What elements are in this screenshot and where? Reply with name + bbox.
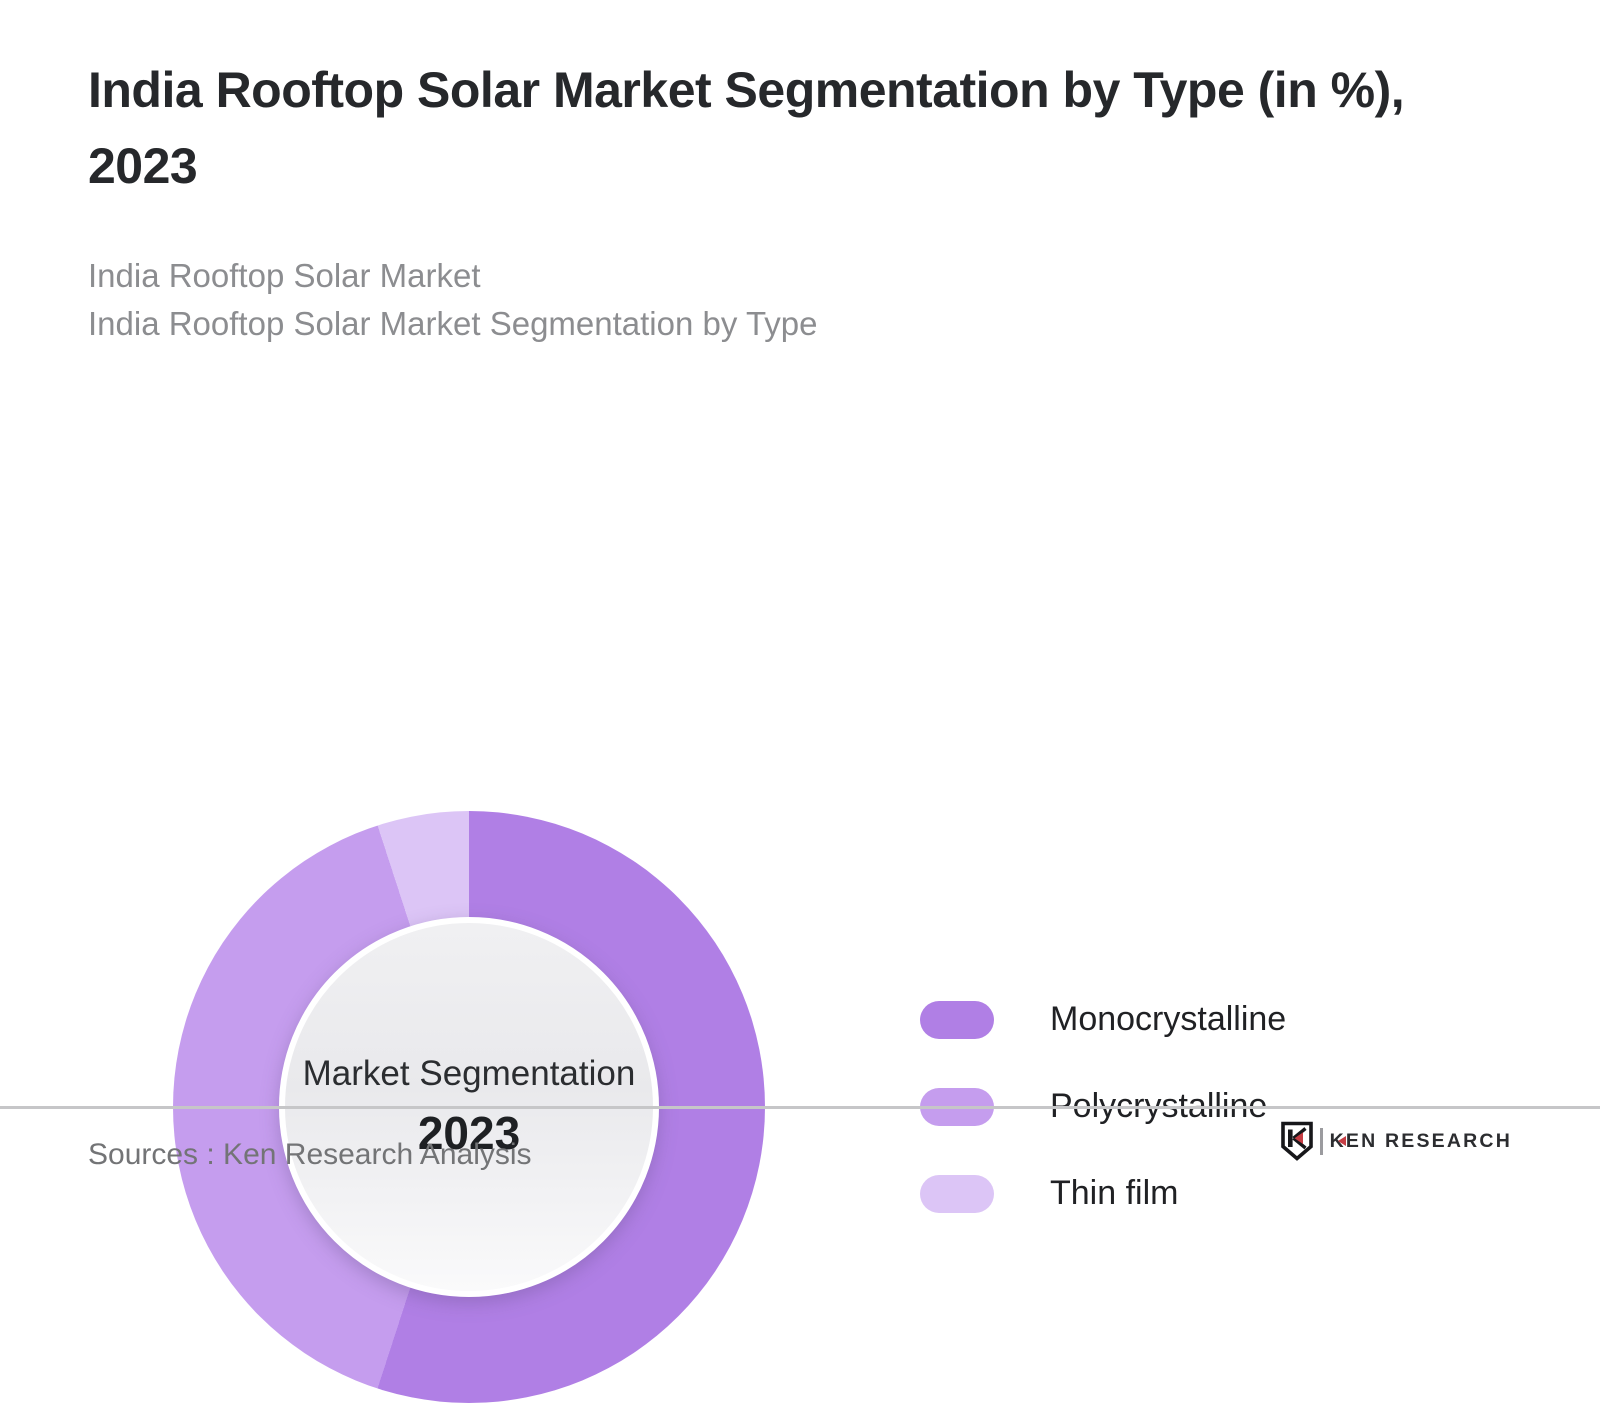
donut-chart: Market Segmentation 2023 Monocrystalline… — [0, 380, 1600, 1403]
sources-text: Sources : Ken Research Analysis — [88, 1138, 532, 1171]
donut-center-year: 2023 — [417, 1107, 521, 1159]
legend-item-monocrystalline[interactable]: Monocrystalline — [920, 1000, 1286, 1039]
ken-research-shield-icon — [1280, 1121, 1313, 1161]
donut-center-label: Market Segmentation — [302, 1054, 636, 1093]
chart-subtitle-line1: India Rooftop Solar Market — [88, 257, 481, 294]
logo-text-rest: EN RESEARCH — [1345, 1129, 1512, 1152]
legend: Monocrystalline Polycrystalline Thin fil… — [920, 1000, 1286, 1261]
chart-subtitle-line2: India Rooftop Solar Market Segmentation … — [88, 305, 818, 342]
footer-divider — [0, 1106, 1600, 1109]
legend-label-thin-film: Thin film — [1050, 1174, 1179, 1212]
page-title-line1: India Rooftop Solar Market Segmentation … — [88, 62, 1405, 118]
legend-item-thin-film[interactable]: Thin film — [920, 1174, 1286, 1213]
legend-swatch-monocrystalline — [920, 1000, 994, 1039]
ken-research-logo: K EN RESEARCH — [1280, 1119, 1512, 1163]
logo-wordmark: K EN RESEARCH — [1330, 1130, 1512, 1153]
logo-divider-bar — [1319, 1127, 1323, 1155]
page-title: India Rooftop Solar Market Segmentation … — [88, 52, 1405, 204]
legend-label-monocrystalline: Monocrystalline — [1050, 1000, 1287, 1038]
page-title-line2: 2023 — [88, 138, 198, 194]
chart-subtitle: India Rooftop Solar Market India Rooftop… — [88, 252, 817, 348]
legend-swatch-thin-film — [920, 1174, 994, 1213]
logo-letter-k: K — [1329, 1129, 1346, 1152]
logo-k-red-triangle-icon — [1337, 1136, 1346, 1146]
